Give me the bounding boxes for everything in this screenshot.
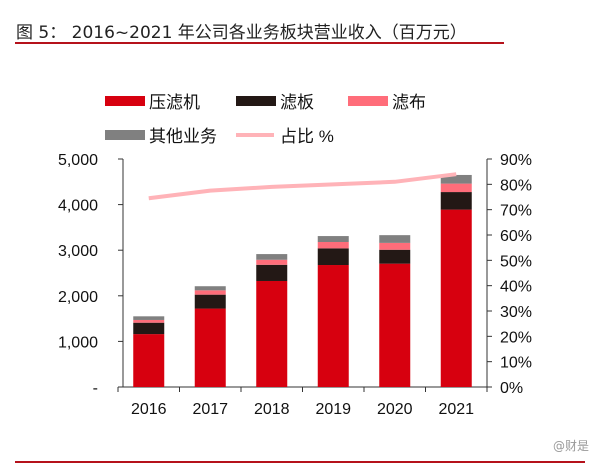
y-tick-label: - (93, 380, 98, 397)
legend-label: 占比 % (280, 127, 334, 146)
y-tick-label: 5,000 (58, 152, 98, 169)
bar-segment (133, 316, 165, 320)
bar-segment (440, 183, 472, 193)
legend-label: 滤板 (280, 93, 314, 112)
bar-segment (256, 280, 288, 387)
bar-segment (194, 290, 226, 295)
title-rule (15, 42, 504, 44)
x-tick-label: 2021 (438, 401, 474, 418)
y2-tick-label: 50% (500, 253, 532, 270)
x-tick-label: 2016 (131, 401, 167, 418)
bar-segment (317, 265, 349, 387)
bar-segment (317, 241, 349, 249)
y2-tick-label: 60% (500, 228, 532, 245)
bar-segment (440, 192, 472, 210)
bar-segment (194, 308, 226, 387)
x-tick-label: 2018 (254, 401, 290, 418)
legend-label: 其他业务 (149, 127, 217, 146)
legend-swatch (348, 96, 388, 106)
bar-segment (256, 259, 288, 265)
watermark: @财是 (552, 439, 589, 453)
bar-segment (133, 319, 165, 323)
bar-segment (317, 248, 349, 266)
bar-segment (194, 286, 226, 291)
bar-segment (133, 322, 165, 335)
y-tick-label: 1,000 (58, 334, 98, 351)
x-tick-label: 2019 (315, 401, 351, 418)
y-tick-label: 2,000 (58, 289, 98, 306)
bar-segment (256, 254, 288, 260)
legend-label: 滤布 (392, 93, 426, 112)
bar-segment (379, 235, 411, 243)
line-series-share (148, 172, 457, 201)
legend-swatch (105, 130, 145, 140)
bar-segment (379, 263, 411, 387)
bar-segment (440, 209, 472, 387)
y2-tick-label: 80% (500, 177, 532, 194)
figure-title: 图 5： 2016~2021 年公司各业务板块营业收入（百万元） (16, 23, 467, 43)
bar-segment (194, 294, 226, 309)
y2-tick-label: 30% (500, 304, 532, 321)
y-tick-label: 4,000 (58, 198, 98, 215)
legend-swatch (236, 96, 276, 106)
bar-segment (379, 249, 411, 264)
y2-tick-label: 70% (500, 203, 532, 220)
y2-tick-label: 20% (500, 329, 532, 346)
bar-segment (379, 242, 411, 250)
x-tick-label: 2020 (377, 401, 413, 418)
bar-segment (440, 174, 472, 184)
legend-swatch (105, 96, 145, 106)
y2-tick-label: 10% (500, 355, 532, 372)
x-tick-label: 2017 (192, 401, 228, 418)
bar-segment (256, 264, 288, 281)
bar-segment (317, 236, 349, 242)
bar-segment (133, 334, 165, 387)
y2-tick-label: 90% (500, 152, 532, 169)
bottom-rule (15, 461, 585, 463)
y2-tick-label: 0% (500, 380, 523, 397)
y2-tick-label: 40% (500, 279, 532, 296)
legend-label: 压滤机 (149, 93, 200, 112)
y-tick-label: 3,000 (58, 243, 98, 260)
